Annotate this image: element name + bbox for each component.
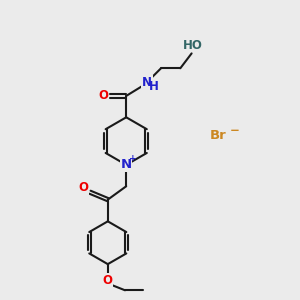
Text: H: H — [149, 80, 159, 93]
Text: −: − — [230, 124, 240, 137]
Text: O: O — [103, 274, 113, 287]
Text: O: O — [98, 89, 108, 102]
Text: Br: Br — [210, 129, 227, 142]
Text: HO: HO — [183, 39, 203, 52]
Text: +: + — [129, 154, 136, 163]
Text: N: N — [121, 158, 132, 171]
Text: O: O — [78, 181, 88, 194]
Text: N: N — [142, 76, 152, 89]
